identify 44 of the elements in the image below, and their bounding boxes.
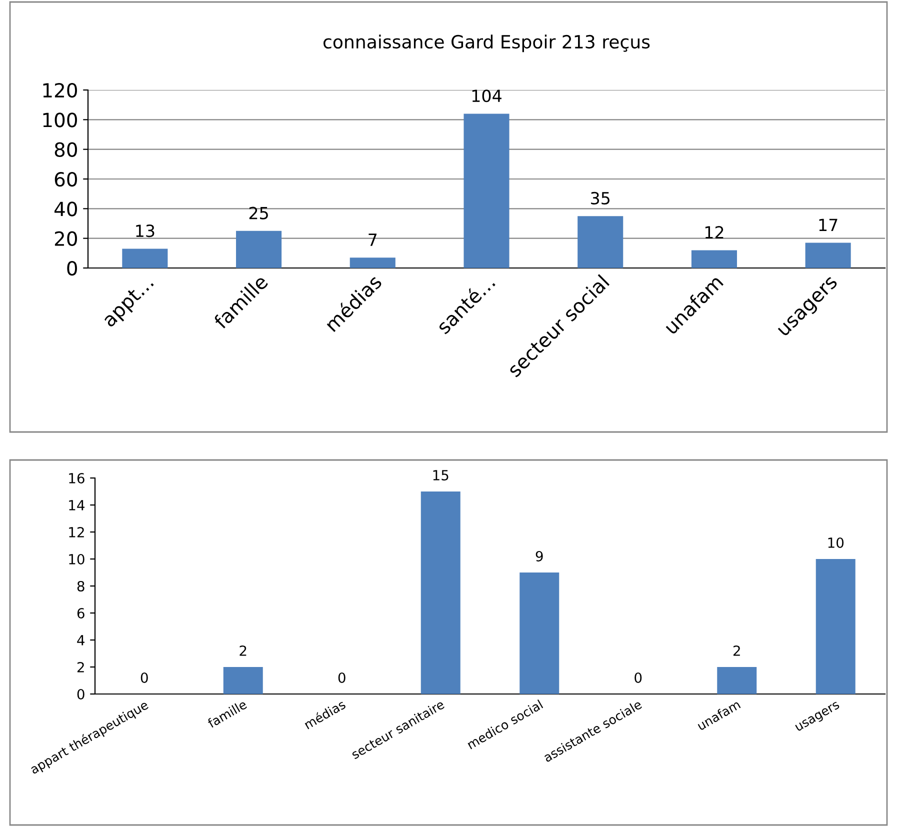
y-tick-label: 8 [77, 580, 84, 592]
data-label: 2 [733, 645, 740, 656]
bar [717, 667, 757, 694]
data-label: 104 [472, 90, 502, 102]
bar [236, 230, 282, 268]
data-label: 17 [819, 218, 838, 231]
y-tick-label: 0 [67, 260, 77, 276]
bar [691, 250, 737, 268]
bar [350, 258, 396, 268]
y-tick-label: 2 [77, 662, 84, 672]
data-label: 10 [828, 537, 844, 548]
y-tick-label: 60 [54, 172, 77, 187]
data-label: 25 [249, 206, 268, 220]
bar [223, 667, 263, 694]
data-label: 15 [433, 470, 448, 480]
bar [420, 492, 460, 694]
data-label: 0 [634, 672, 642, 683]
y-tick-label: 10 [69, 554, 84, 564]
y-tick-label: 14 [69, 500, 84, 510]
data-label: 0 [338, 672, 346, 683]
y-tick-label: 100 [43, 112, 77, 128]
bar [520, 572, 560, 694]
y-tick-label: 120 [43, 82, 77, 98]
y-tick-label: 6 [77, 608, 84, 618]
bar [122, 248, 168, 268]
y-tick-label: 0 [77, 688, 84, 700]
data-label: 9 [536, 550, 543, 562]
bar [805, 242, 851, 268]
y-tick-label: 16 [69, 472, 84, 484]
y-tick-label: 12 [69, 526, 84, 538]
chart-title: connaissance Gard Espoir 213 reçus [323, 34, 650, 52]
data-label: 35 [591, 192, 610, 205]
y-tick-label: 20 [54, 231, 77, 246]
data-label: 13 [136, 224, 154, 238]
y-tick-label: 4 [77, 635, 84, 646]
data-label: 2 [240, 645, 246, 656]
bar [578, 216, 624, 268]
data-label: 12 [705, 226, 724, 238]
y-tick-label: 80 [54, 142, 77, 157]
bar [464, 114, 510, 268]
y-tick-label: 40 [54, 202, 77, 216]
bar [816, 559, 856, 694]
data-label: 7 [368, 234, 377, 246]
data-label: 0 [140, 672, 148, 683]
